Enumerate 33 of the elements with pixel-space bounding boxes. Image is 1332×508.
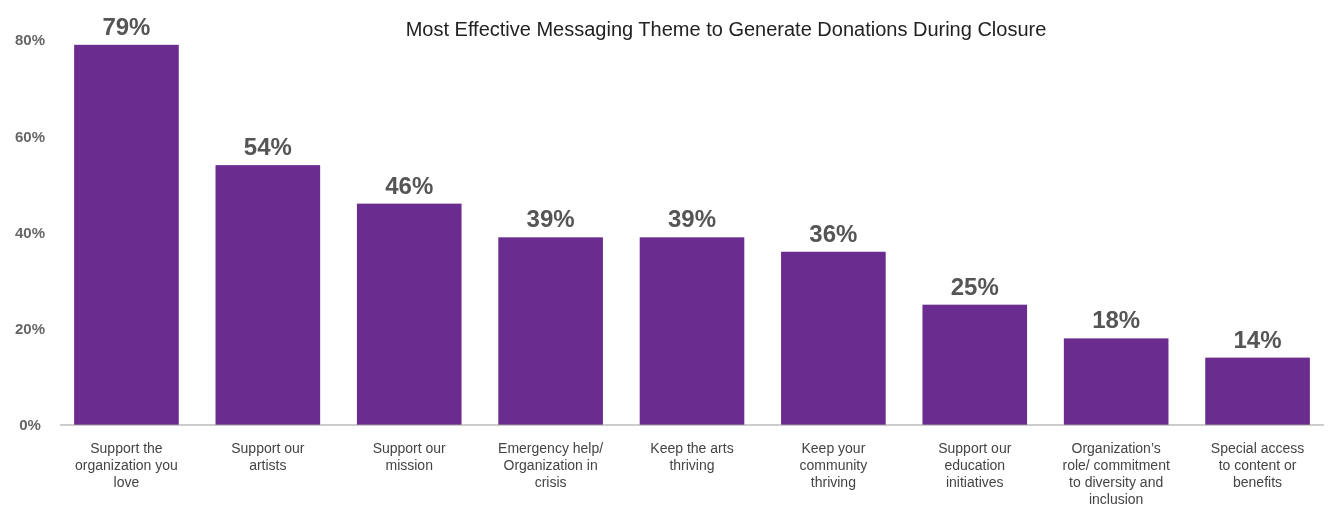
data-label: 39% (526, 205, 575, 233)
chart-title: Most Effective Messaging Theme to Generate Donations During Closure (405, 18, 1047, 40)
y-tick-label: 60% (14, 127, 46, 145)
bar (922, 304, 1028, 425)
data-label: 79% (102, 12, 151, 40)
data-label: 36% (809, 219, 858, 247)
y-tick-label: 80% (14, 31, 46, 49)
x-tick-label: Keep your community thriving (799, 440, 868, 490)
x-tick-label: Keep the arts thriving (650, 440, 734, 473)
y-tick-label: 40% (14, 223, 46, 241)
bar (1063, 338, 1169, 425)
bar (639, 237, 745, 425)
x-tick-label: Support our education initiatives (938, 440, 1012, 490)
x-tick-label: Support our artists (231, 440, 305, 473)
bar (1205, 357, 1310, 425)
x-tick-label: Organization’s role/ commitment to diversity and inclusion (1062, 440, 1170, 507)
x-tick-label: Emergency help/ Organization in crisis (498, 440, 604, 490)
bar (74, 44, 179, 425)
data-label: 54% (243, 133, 292, 161)
data-label: 46% (385, 171, 434, 199)
x-tick-label: Support our mission (372, 440, 447, 473)
bar (781, 251, 886, 425)
data-label: 39% (667, 205, 717, 233)
y-tick-label: 20% (14, 320, 46, 337)
x-tick-label: Support the organization you love (75, 440, 178, 490)
bar (356, 203, 462, 425)
data-label: 18% (1092, 306, 1141, 334)
y-tick-label: 0% (19, 416, 41, 434)
data-label: 25% (950, 272, 999, 300)
bar (215, 165, 321, 425)
bar (498, 237, 603, 425)
data-label: 14% (1233, 325, 1282, 353)
x-tick-label: Special access to content or benefits (1210, 440, 1305, 490)
